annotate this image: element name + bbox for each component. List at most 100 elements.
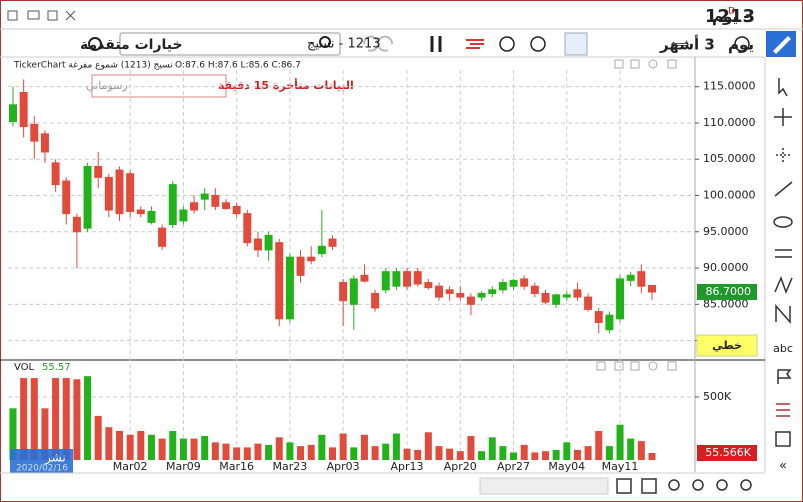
- search-box[interactable]: [119, 32, 341, 56]
- window-period: - يوم: [712, 8, 749, 26]
- volume-bar: [605, 446, 613, 460]
- volume-value: 55.57: [42, 362, 71, 373]
- candle-body: [488, 289, 497, 294]
- text-tool[interactable]: abc: [773, 342, 793, 355]
- collapse[interactable]: «: [779, 459, 787, 474]
- tool-button[interactable]: [530, 36, 546, 52]
- volume-bar: [318, 434, 326, 460]
- crosshair-tool[interactable]: [774, 108, 792, 126]
- volume-bar: [446, 448, 454, 460]
- volume-bar: [339, 433, 347, 460]
- x-tick-label: Apr27: [497, 460, 530, 473]
- candle-body: [413, 271, 422, 285]
- volume-bar: [286, 442, 294, 460]
- tool-button[interactable]: [564, 32, 588, 56]
- candle-body: [392, 271, 401, 287]
- volume-bar: [126, 434, 134, 460]
- zoom-controls[interactable]: [616, 478, 752, 494]
- delay-note: البيانات متأخرة 15 دقيقة: [218, 78, 354, 92]
- tool-button[interactable]: [430, 36, 442, 52]
- volume-bar: [435, 446, 443, 460]
- candle-body: [158, 227, 167, 247]
- y-tick-label: 100.0000: [703, 189, 756, 202]
- control[interactable]: [27, 10, 40, 20]
- y-tick-label: 105.0000: [703, 152, 756, 165]
- advanced-options[interactable]: خيارات متقدمة: [80, 37, 183, 53]
- fib-tool[interactable]: [775, 249, 792, 258]
- volume-bar: [62, 378, 70, 460]
- sidebar: [773, 78, 793, 447]
- candle-body: [466, 296, 475, 305]
- list-tool[interactable]: [776, 403, 790, 417]
- undo-redo[interactable]: [362, 35, 394, 52]
- volume-bar: [84, 376, 92, 460]
- drawings[interactable]: رسوماني: [86, 79, 128, 92]
- publish[interactable]: نشر: [44, 451, 66, 466]
- cursor-tool[interactable]: [778, 78, 788, 97]
- volume-bar: [105, 427, 113, 460]
- volume-bar: [542, 451, 549, 460]
- clock-icon: [734, 36, 750, 52]
- candle-body: [328, 238, 337, 247]
- volume-bar: [190, 438, 198, 460]
- search-icon[interactable]: [319, 36, 331, 48]
- volume-bar: [307, 444, 315, 460]
- volume-bar: [595, 431, 603, 460]
- volume-bar: [30, 378, 38, 460]
- volume-bar: [510, 452, 518, 460]
- pane-controls[interactable]: [596, 59, 677, 371]
- current-value-label: 55.566K: [705, 446, 751, 459]
- scrollbar[interactable]: [479, 477, 609, 495]
- interval[interactable]: يوم: [728, 36, 754, 54]
- pattern-tool[interactable]: [774, 275, 793, 295]
- y-tick-label: 90.0000: [703, 261, 749, 274]
- window-symbol: 1213: [705, 6, 755, 27]
- close[interactable]: [65, 10, 76, 21]
- tool-button[interactable]: [466, 39, 484, 49]
- candle-body: [147, 210, 156, 223]
- volume-bar: [584, 446, 592, 460]
- candle-body: [51, 162, 60, 186]
- search-text: 1213 - نسيج: [307, 37, 381, 52]
- volume-bar: [456, 451, 464, 460]
- volume-bar: [424, 432, 432, 460]
- flag-tool[interactable]: [777, 369, 792, 384]
- channel-tool[interactable]: [775, 304, 791, 324]
- volume-bar: [41, 408, 49, 460]
- volume-bar: [243, 447, 251, 460]
- volume-bar: [350, 447, 358, 460]
- settings-icon[interactable]: [88, 37, 102, 51]
- line-style-box[interactable]: [696, 334, 758, 357]
- candle-body: [253, 238, 262, 251]
- delete-tool[interactable]: [775, 431, 791, 447]
- publish-button[interactable]: [10, 449, 73, 473]
- trend-tool[interactable]: [774, 181, 793, 197]
- candle-body: [573, 289, 582, 298]
- y-tick-label: 95.0000: [703, 225, 749, 238]
- range-icon: ⟺: [671, 38, 690, 53]
- volume-bar: [9, 408, 17, 460]
- control[interactable]: [47, 10, 58, 21]
- candle-body: [477, 292, 486, 298]
- candle-body: [264, 234, 273, 251]
- x-tick-label: Apr13: [391, 460, 424, 473]
- candle-body: [83, 165, 92, 229]
- range[interactable]: 3 أشهر: [659, 35, 715, 54]
- candle-body: [190, 202, 199, 211]
- window-controls[interactable]: [7, 10, 76, 21]
- volume-bar: [169, 431, 177, 460]
- ellipse-tool[interactable]: [773, 216, 793, 228]
- volume-bar: [414, 449, 422, 460]
- volume-bar: [254, 443, 262, 460]
- line-style[interactable]: خطي: [712, 339, 742, 352]
- volume-bar: [627, 438, 635, 460]
- tool-button[interactable]: [499, 36, 515, 52]
- x-tick-label: May04: [548, 460, 585, 473]
- control[interactable]: [7, 10, 18, 21]
- x-tick-label: Mar02: [113, 460, 148, 473]
- candle-body: [211, 195, 220, 207]
- volume-bar: [233, 447, 241, 460]
- volume-bar: [382, 443, 390, 460]
- volume-bar: [563, 442, 571, 460]
